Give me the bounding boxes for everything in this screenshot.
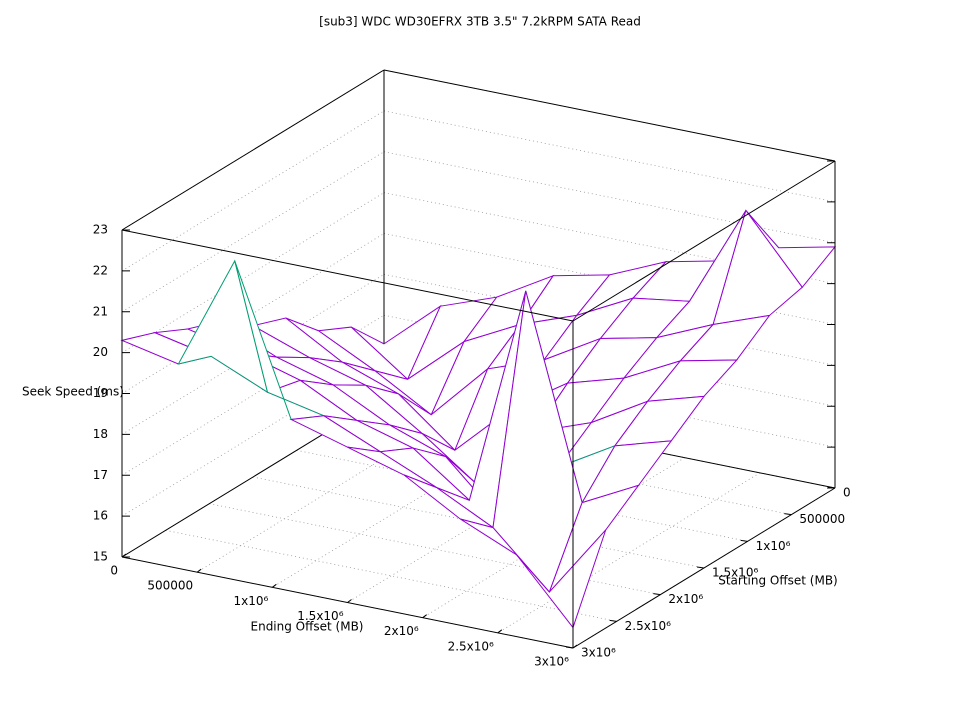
tick-mark xyxy=(347,599,352,603)
tick-mark xyxy=(740,539,748,542)
y-tick-label: 500000 xyxy=(799,512,845,526)
x-tick-label: 1x10⁶ xyxy=(234,594,269,608)
tick-mark xyxy=(272,583,277,588)
grid-line xyxy=(209,503,661,596)
chart-title: [sub3] WDC WD30EFRX 3TB 3.5" 7.2kRPM SAT… xyxy=(319,15,641,29)
tick-mark xyxy=(196,568,202,573)
y-tick-label: 2x10⁶ xyxy=(668,592,703,606)
z-tick-label: 22 xyxy=(93,263,108,277)
z-tick-label: 15 xyxy=(93,550,108,564)
tick-mark xyxy=(497,629,503,634)
grid-line xyxy=(165,529,617,622)
x-tick-label: 2x10⁶ xyxy=(384,624,419,638)
tick-mark xyxy=(784,513,792,516)
z-tick-label: 17 xyxy=(93,468,108,482)
x-tick-label: 2.5x10⁶ xyxy=(448,639,494,653)
box-edge xyxy=(121,229,574,322)
y-tick-label: 2.5x10⁶ xyxy=(625,619,671,633)
grid-line xyxy=(121,151,385,313)
grid-line xyxy=(383,110,836,203)
grid-line xyxy=(252,476,705,569)
tick-mark xyxy=(653,593,661,596)
grid-line xyxy=(383,151,836,244)
y-tick-label: 1x10⁶ xyxy=(756,539,791,553)
z-tick-label: 23 xyxy=(93,223,108,237)
grid-line xyxy=(383,233,836,325)
y-tick-label: 3x10⁶ xyxy=(581,646,616,660)
box-edge xyxy=(572,487,836,649)
grid-line xyxy=(296,449,748,542)
y-axis-label: Starting Offset (MB) xyxy=(718,574,838,588)
y-tick-label: 0 xyxy=(843,486,851,500)
x-tick-label: 500000 xyxy=(147,579,193,593)
box-edge xyxy=(121,556,574,649)
x-tick-label: 3x10⁶ xyxy=(534,655,569,669)
z-tick-label: 16 xyxy=(93,509,108,523)
x-axis-label: Ending Offset (MB) xyxy=(251,620,364,634)
tick-mark xyxy=(609,619,617,622)
z-axis-label: Seek Speed (ms) xyxy=(22,385,124,399)
tick-mark xyxy=(696,566,705,569)
z-tick-label: 18 xyxy=(93,427,108,441)
grid-line xyxy=(383,192,836,285)
grid-line xyxy=(383,273,836,366)
box-edge xyxy=(572,160,836,322)
box-edge xyxy=(121,69,385,231)
z-tick-label: 21 xyxy=(93,304,108,318)
y-tick-label: 1.5x10⁶ xyxy=(712,566,758,580)
box-edge xyxy=(383,69,836,162)
z-tick-label: 20 xyxy=(93,345,108,359)
x-tick-label: 1.5x10⁶ xyxy=(297,609,343,623)
x-tick-label: 0 xyxy=(110,564,118,578)
tick-mark xyxy=(422,614,427,619)
grid-line xyxy=(121,110,385,272)
z-tick-label: 19 xyxy=(93,386,108,400)
